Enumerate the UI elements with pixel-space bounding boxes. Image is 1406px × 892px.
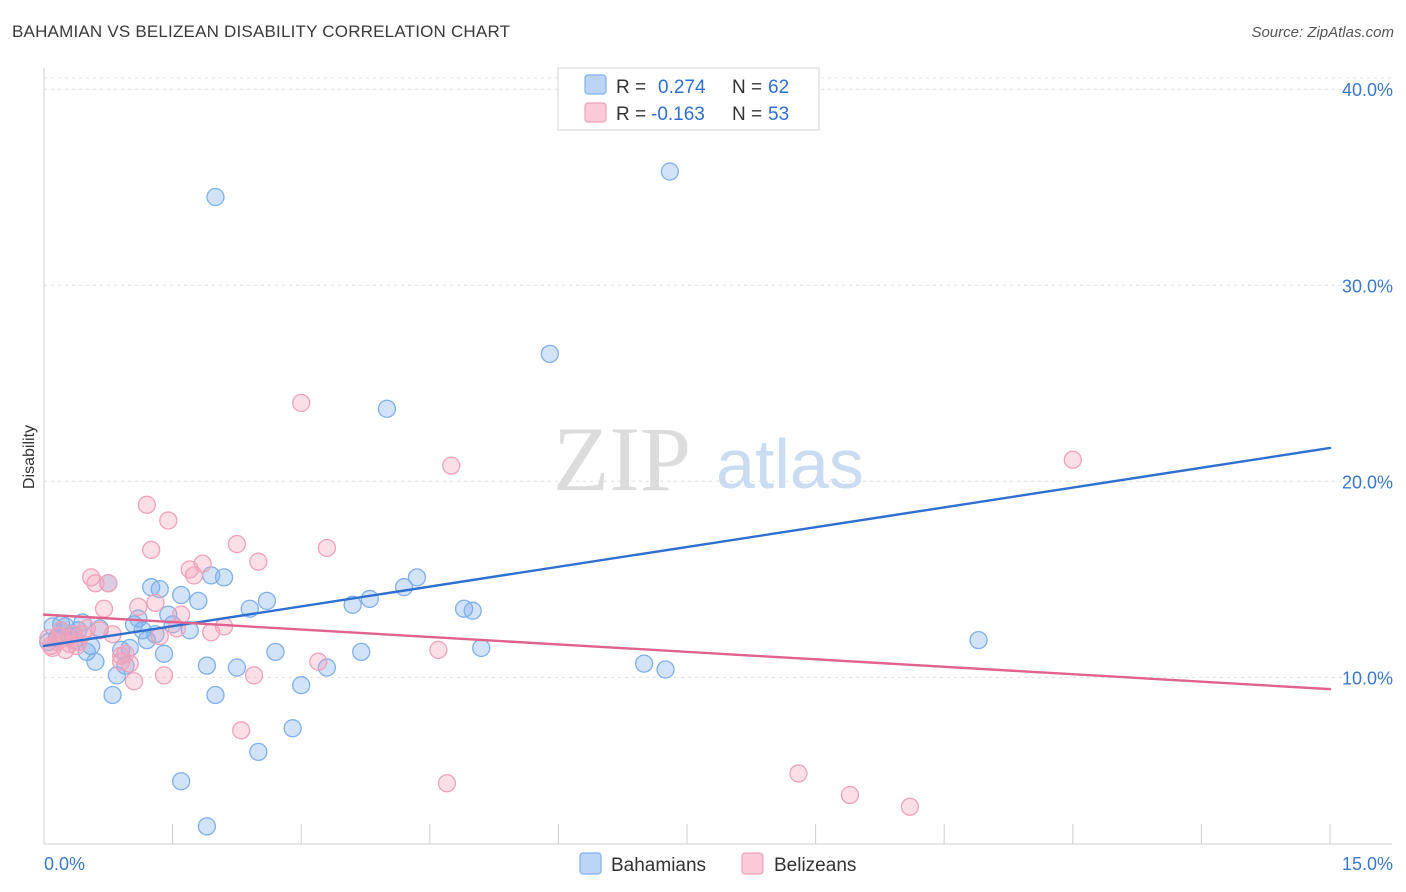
belizeans-point [437,774,457,793]
bahamians-point [206,187,225,207]
gridlines [44,77,1392,678]
belizeans-point [1063,450,1082,469]
bahamians-point [352,642,371,662]
legend-n-label: N = [732,77,762,98]
bahamians-point [172,772,191,791]
series-legend: Bahamians Belizeans [579,852,856,876]
belizeans-point [840,785,860,805]
watermark: ZIP atlas [553,408,864,510]
belizeans-point [232,721,251,740]
bahamians-point [103,685,122,705]
belizeans-trend-line [42,613,1332,691]
bahamians-trend-line [42,446,1332,648]
belizeans-point [227,534,247,554]
bahamians-point [150,579,169,599]
bahamians-point [86,652,105,671]
bahamians-point [197,656,217,675]
watermark-atlas: atlas [716,425,864,503]
legend-swatch-belizeans [741,852,764,875]
bahamians-point [206,685,225,705]
belizeans-point [317,538,337,558]
belizeans-point [94,599,114,618]
bahamians-point [283,719,302,738]
belizeans-point [429,640,448,660]
legend-n-value: 53 [768,104,789,125]
belizeans-point [154,666,174,685]
belizeans-point [124,672,144,691]
bahamians-point [159,605,178,624]
y-tick-label: 10.0% [1342,668,1393,688]
belizeans-points [39,393,1082,816]
x-tick-label: 15.0% [1342,854,1393,874]
y-tick-labels: 10.0% 20.0% 30.0% 40.0% [1342,80,1393,688]
belizeans-point [142,540,161,560]
correlation-legend: R = 0.274 N = 62 R = -0.163 N = 53 [557,67,820,131]
bahamians-point [634,654,654,673]
bahamians-point [656,660,675,679]
bahamians-point [292,676,311,695]
y-tick-label: 30.0% [1342,276,1393,296]
bahamians-point [969,630,988,650]
bahamians-point [214,568,234,587]
belizeans-point [789,764,808,783]
belizeans-point [193,554,212,573]
bahamians-point [189,591,208,611]
x-tick-label: 0.0% [44,854,85,874]
belizeans-point [900,797,920,816]
axes [43,68,1392,845]
bahamians-point [377,399,397,418]
legend-label-belizeans: Belizeans [774,855,856,876]
bahamians-point [407,568,427,587]
bahamians-point [540,344,559,364]
bahamians-point [154,644,174,663]
bahamians-point [172,585,191,605]
belizeans-point [249,552,268,571]
legend-r-label: R = [616,104,646,125]
legend-r-value: -0.163 [651,104,705,125]
belizeans-point [129,597,148,616]
bahamians-point [249,742,268,762]
bahamians-point [197,817,217,836]
bahamians-point [360,589,379,609]
bahamians-point [227,658,247,677]
legend-r-value: 0.274 [658,77,706,98]
source-label: Source: ZipAtlas.com [1251,24,1394,41]
y-tick-label: 40.0% [1342,80,1393,100]
belizeans-point [292,393,311,413]
legend-swatch-bahamians [579,852,602,875]
belizeans-point [309,652,328,671]
bahamians-point [343,595,362,614]
belizeans-point [442,456,461,475]
chart-title: BAHAMIAN VS BELIZEAN DISABILITY CORRELAT… [12,22,511,41]
legend-r-label: R = [616,77,646,98]
bahamians-point [257,591,277,611]
watermark-zip: ZIP [553,408,691,510]
belizeans-point [172,605,191,624]
bahamians-point [472,638,491,658]
belizeans-point [112,646,131,665]
legend-label-bahamians: Bahamians [611,855,706,876]
belizeans-point [159,511,178,530]
y-axis-title: Disability [21,425,38,489]
x-tick-labels: 0.0% 15.0% [44,854,1393,874]
legend-n-label: N = [732,104,762,125]
belizeans-point [99,574,118,593]
legend-swatch-bahamians [584,74,607,95]
trend-lines [42,446,1332,691]
belizeans-point [244,666,264,685]
belizeans-point [146,593,165,613]
belizeans-point [137,495,157,514]
bahamians-point [660,162,680,181]
legend-swatch-belizeans [584,102,607,123]
legend-n-value: 62 [768,77,789,98]
bahamians-point [266,642,285,662]
bahamians-point [463,601,482,620]
y-tick-label: 20.0% [1342,472,1393,492]
belizeans-point [86,574,105,593]
